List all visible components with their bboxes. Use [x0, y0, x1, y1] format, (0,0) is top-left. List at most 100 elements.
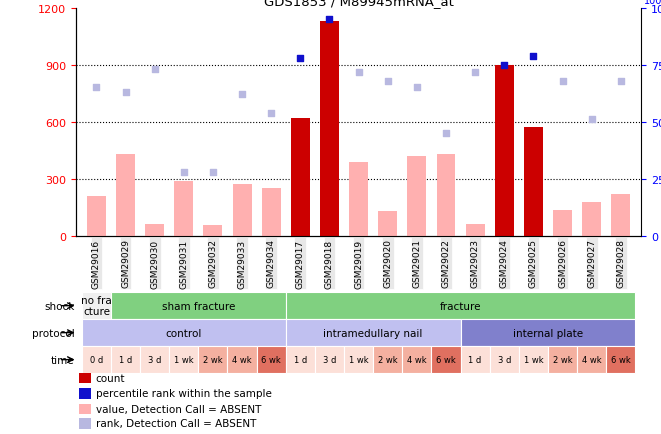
Bar — [233, 185, 252, 236]
Point — [528, 53, 539, 60]
Bar — [175, 181, 193, 236]
Text: 6 wk: 6 wk — [261, 355, 281, 364]
Bar — [606, 346, 635, 373]
Bar — [87, 196, 106, 236]
Text: sham fracture: sham fracture — [162, 301, 235, 311]
Point — [383, 78, 393, 85]
Bar — [553, 210, 572, 236]
Bar — [204, 226, 222, 236]
Bar — [116, 155, 135, 236]
Text: 3 d: 3 d — [148, 355, 161, 364]
Bar — [432, 346, 461, 373]
Bar — [465, 225, 485, 236]
Point — [557, 78, 568, 85]
Bar — [286, 346, 315, 373]
Point — [149, 66, 160, 73]
Point — [586, 117, 597, 124]
Bar — [577, 346, 606, 373]
Bar — [111, 293, 286, 319]
Bar — [378, 211, 397, 236]
Bar — [145, 225, 164, 236]
Bar — [349, 162, 368, 236]
Point — [266, 110, 276, 117]
Text: 0 d: 0 d — [90, 355, 103, 364]
Point — [324, 16, 334, 23]
Text: internal plate: internal plate — [513, 328, 583, 338]
Bar — [519, 346, 548, 373]
Point — [120, 89, 131, 96]
Text: rank, Detection Call = ABSENT: rank, Detection Call = ABSENT — [96, 418, 256, 428]
Text: 6 wk: 6 wk — [611, 355, 631, 364]
Bar — [344, 346, 373, 373]
Text: intramedullary nail: intramedullary nail — [323, 328, 423, 338]
Text: protocol: protocol — [32, 328, 75, 338]
Bar — [111, 346, 140, 373]
Bar — [436, 155, 455, 236]
Bar — [582, 203, 601, 236]
Bar — [461, 346, 490, 373]
Bar — [256, 346, 286, 373]
Text: 4 wk: 4 wk — [232, 355, 252, 364]
Point — [470, 69, 481, 76]
Text: 1 d: 1 d — [293, 355, 307, 364]
Text: 1 wk: 1 wk — [349, 355, 368, 364]
Bar — [82, 319, 286, 346]
Text: 4 wk: 4 wk — [582, 355, 602, 364]
Text: 6 wk: 6 wk — [436, 355, 456, 364]
Bar — [548, 346, 577, 373]
Bar — [286, 293, 635, 319]
Bar — [291, 118, 310, 236]
Bar — [262, 189, 281, 236]
Point — [615, 78, 626, 85]
Bar — [79, 404, 91, 414]
Point — [441, 130, 451, 137]
Bar — [490, 346, 519, 373]
Bar — [495, 66, 514, 236]
Text: 2 wk: 2 wk — [553, 355, 572, 364]
Point — [208, 169, 218, 176]
Point — [354, 69, 364, 76]
Text: 1 wk: 1 wk — [174, 355, 194, 364]
Text: 2 wk: 2 wk — [378, 355, 397, 364]
Point — [499, 62, 510, 69]
Text: value, Detection Call = ABSENT: value, Detection Call = ABSENT — [96, 404, 261, 414]
Text: 100%: 100% — [644, 0, 661, 6]
Text: 1 d: 1 d — [119, 355, 132, 364]
Point — [237, 92, 247, 99]
Text: control: control — [166, 328, 202, 338]
Bar — [140, 346, 169, 373]
Bar — [461, 319, 635, 346]
Text: percentile rank within the sample: percentile rank within the sample — [96, 388, 272, 398]
Point — [178, 169, 189, 176]
Bar — [79, 418, 91, 428]
Title: GDS1853 / M89945mRNA_at: GDS1853 / M89945mRNA_at — [264, 0, 453, 7]
Text: no fra
cture: no fra cture — [81, 295, 112, 317]
Bar — [524, 128, 543, 236]
Text: 4 wk: 4 wk — [407, 355, 426, 364]
Bar — [198, 346, 227, 373]
Bar — [373, 346, 403, 373]
Bar — [169, 346, 198, 373]
Text: count: count — [96, 373, 126, 383]
Text: shock: shock — [44, 301, 75, 311]
Bar — [320, 22, 339, 236]
Text: 1 d: 1 d — [469, 355, 482, 364]
Bar — [611, 194, 630, 236]
Bar — [82, 293, 111, 319]
Text: 3 d: 3 d — [323, 355, 336, 364]
Point — [412, 85, 422, 92]
Text: 3 d: 3 d — [498, 355, 511, 364]
Bar — [82, 346, 111, 373]
Text: 2 wk: 2 wk — [203, 355, 223, 364]
Bar — [407, 157, 426, 236]
Text: time: time — [51, 355, 75, 365]
Bar — [79, 373, 91, 383]
Point — [91, 85, 102, 92]
Bar — [286, 319, 461, 346]
Bar — [403, 346, 432, 373]
Point — [295, 55, 305, 62]
Bar — [227, 346, 256, 373]
Bar — [79, 388, 91, 398]
Text: 1 wk: 1 wk — [524, 355, 543, 364]
Bar — [315, 346, 344, 373]
